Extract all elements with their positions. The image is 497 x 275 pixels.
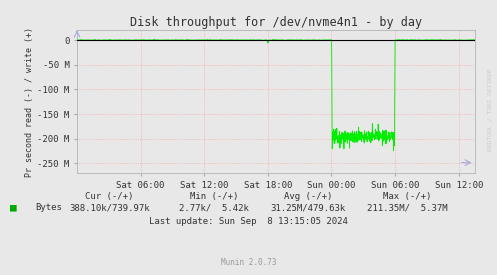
Text: 388.10k/739.97k: 388.10k/739.97k	[69, 203, 150, 212]
Text: Bytes: Bytes	[35, 203, 62, 212]
Text: ■: ■	[10, 203, 17, 213]
Text: Cur (-/+): Cur (-/+)	[85, 192, 134, 201]
Text: Munin 2.0.73: Munin 2.0.73	[221, 258, 276, 267]
Text: 2.77k/  5.42k: 2.77k/ 5.42k	[179, 203, 248, 212]
Text: Max (-/+): Max (-/+)	[383, 192, 432, 201]
Title: Disk throughput for /dev/nvme4n1 - by day: Disk throughput for /dev/nvme4n1 - by da…	[130, 16, 422, 29]
Text: Avg (-/+): Avg (-/+)	[284, 192, 332, 201]
Text: 31.25M/479.63k: 31.25M/479.63k	[270, 203, 346, 212]
Text: Last update: Sun Sep  8 13:15:05 2024: Last update: Sun Sep 8 13:15:05 2024	[149, 217, 348, 226]
Text: RRDTOOL / TOBI OETIKER: RRDTOOL / TOBI OETIKER	[487, 69, 492, 151]
Y-axis label: Pr second read (-) / write (+): Pr second read (-) / write (+)	[25, 27, 34, 177]
Text: Min (-/+): Min (-/+)	[189, 192, 238, 201]
Text: 211.35M/  5.37M: 211.35M/ 5.37M	[367, 203, 448, 212]
